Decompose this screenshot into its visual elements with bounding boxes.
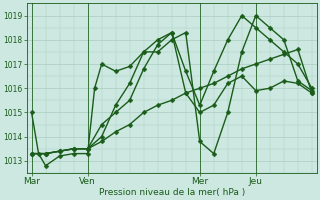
X-axis label: Pression niveau de la mer( hPa ): Pression niveau de la mer( hPa ) [99, 188, 245, 197]
